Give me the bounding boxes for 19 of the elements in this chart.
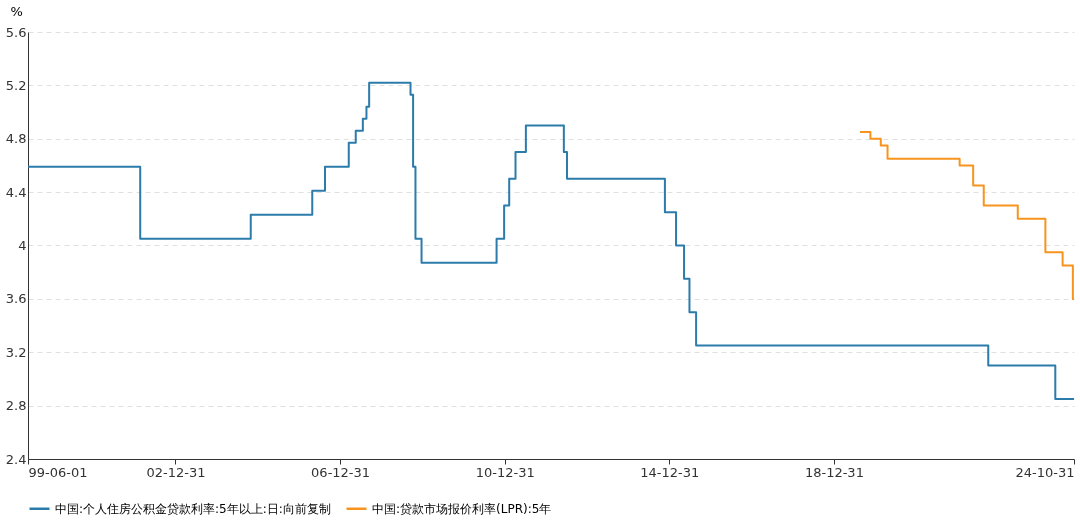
y-tick-label: 4.8 [5, 131, 27, 147]
y-tick-label: 4.4 [5, 184, 27, 200]
y-axis-title: % [10, 3, 23, 19]
y-tick-label: 4 [18, 238, 27, 253]
x-tick-label: 99-06-01 [28, 464, 88, 480]
y-tick-label: 3.6 [5, 291, 27, 307]
x-tick-label: 02-12-31 [146, 464, 206, 480]
y-tick-label: 2.8 [5, 398, 27, 414]
y-tick-label: 3.2 [5, 344, 27, 360]
y-tick-label: 2.4 [5, 451, 27, 467]
legend-label: 中国:贷款市场报价利率(LPR):5年 [372, 501, 552, 516]
x-tick-label: 06-12-31 [311, 464, 371, 480]
x-tick-label: 14-12-31 [640, 464, 700, 480]
y-tick-label: 5.2 [5, 77, 27, 93]
x-tick-label: 10-12-31 [475, 464, 535, 480]
x-tick-label: 24-10-31 [1015, 464, 1075, 480]
y-tick-label: 5.6 [5, 24, 27, 40]
legend-label: 中国:个人住房公积金贷款利率:5年以上:日:向前复制 [55, 501, 331, 516]
x-tick-label: 18-12-31 [804, 464, 864, 480]
